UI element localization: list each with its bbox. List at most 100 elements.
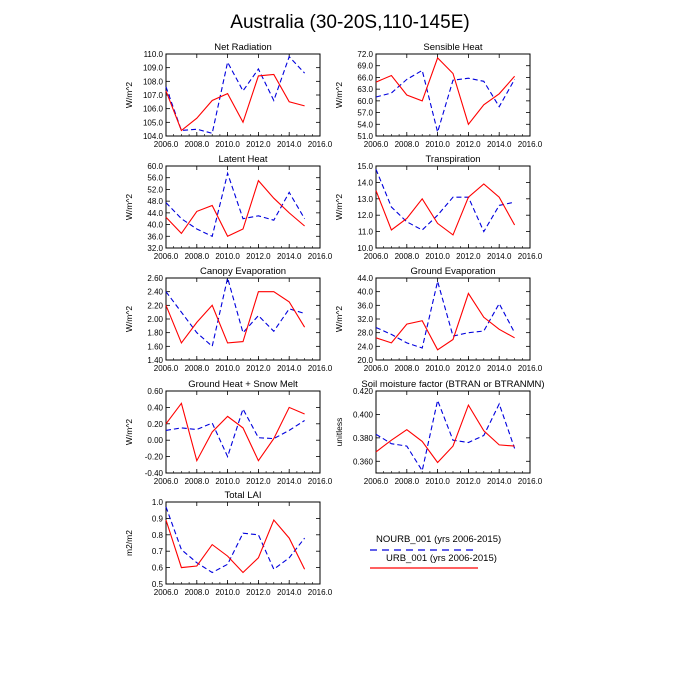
y-tick-label: 32.0 bbox=[147, 244, 163, 253]
x-tick-label: 2006.0 bbox=[364, 252, 389, 261]
series-line-nourb bbox=[375, 69, 516, 135]
y-tick-label: 32.0 bbox=[357, 315, 373, 324]
plot-frame bbox=[165, 277, 321, 361]
y-axis-label: W/m^2 bbox=[334, 82, 344, 108]
x-tick-label: 2008.0 bbox=[185, 252, 210, 261]
x-tick-label: 2016.0 bbox=[518, 364, 543, 373]
series-line-nourb bbox=[375, 398, 516, 473]
y-tick-label: 0.7 bbox=[152, 547, 164, 556]
x-tick-label: 2010.0 bbox=[425, 364, 450, 373]
y-tick-label: 52.0 bbox=[147, 185, 163, 194]
y-axis-label: W/m^2 bbox=[334, 306, 344, 332]
panel-title: Canopy Evaporation bbox=[200, 266, 286, 277]
x-tick-label: 2010.0 bbox=[425, 140, 450, 149]
chart-panel: Latent Heat W/m^2 2006.0 2008.0 2010.0 2012.0… bbox=[124, 154, 333, 261]
series-line-nourb bbox=[375, 169, 515, 233]
plot-frame bbox=[375, 390, 531, 474]
chart-panel: Soil moisture factor (BTRAN or BTRANMN) u… bbox=[334, 379, 545, 486]
x-tick-label: 2006.0 bbox=[154, 477, 179, 486]
y-tick-label: 15.0 bbox=[357, 162, 373, 171]
series-line-nourb bbox=[375, 281, 516, 349]
x-tick-label: 2006.0 bbox=[364, 477, 389, 486]
plot-frame bbox=[165, 165, 321, 249]
x-tick-label: 2014.0 bbox=[277, 588, 302, 597]
y-tick-label: 0.6 bbox=[152, 564, 164, 573]
y-axis-label: W/m^2 bbox=[124, 194, 134, 220]
series-line-urb bbox=[375, 183, 516, 236]
panel-title: Ground Heat + Snow Melt bbox=[188, 379, 298, 390]
x-tick-label: 2008.0 bbox=[185, 588, 210, 597]
chart-panels: Net Radiation W/m^2 2006.0 2008.0 2010.0 2012… bbox=[124, 42, 545, 597]
panel-title: Net Radiation bbox=[214, 42, 272, 53]
y-tick-label: 63.0 bbox=[357, 85, 373, 94]
x-tick-label: 2006.0 bbox=[364, 364, 389, 373]
x-tick-label: 2010.0 bbox=[215, 364, 240, 373]
chart-panel: Net Radiation W/m^2 2006.0 2008.0 2010.0 2012… bbox=[124, 42, 333, 149]
y-tick-label: 1.40 bbox=[147, 356, 163, 365]
x-tick-label: 2012.0 bbox=[246, 588, 271, 597]
x-tick-label: 2012.0 bbox=[246, 477, 271, 486]
y-axis-label: W/m^2 bbox=[334, 194, 344, 220]
y-tick-label: 36.0 bbox=[357, 301, 373, 310]
y-tick-label: 2.60 bbox=[147, 274, 163, 283]
y-tick-label: 1.0 bbox=[152, 498, 164, 507]
x-tick-label: 2012.0 bbox=[456, 140, 481, 149]
y-tick-label: 36.0 bbox=[147, 232, 163, 241]
x-tick-label: 2008.0 bbox=[395, 140, 420, 149]
y-tick-label: 0.420 bbox=[353, 387, 374, 396]
x-tick-label: 2008.0 bbox=[395, 364, 420, 373]
y-axis-label: unitless bbox=[334, 418, 344, 447]
y-tick-label: 10.0 bbox=[357, 244, 373, 253]
y-tick-label: 0.8 bbox=[152, 531, 164, 540]
y-tick-label: 2.40 bbox=[147, 288, 163, 297]
y-tick-label: 110.0 bbox=[144, 50, 164, 59]
x-tick-label: 2008.0 bbox=[395, 252, 420, 261]
x-tick-label: 2008.0 bbox=[185, 477, 210, 486]
x-tick-label: 2014.0 bbox=[487, 477, 512, 486]
chart-panel: Transpiration W/m^2 2006.0 2008.0 2010.0 2012… bbox=[334, 154, 543, 261]
y-tick-label: 107.0 bbox=[143, 91, 164, 100]
x-tick-label: 2012.0 bbox=[456, 477, 481, 486]
panel-title: Ground Evaporation bbox=[410, 266, 495, 277]
y-tick-label: 44.0 bbox=[357, 274, 373, 283]
chart-panel: Ground Evaporation W/m^2 2006.0 2008.0 2010.… bbox=[334, 266, 543, 373]
x-tick-label: 2016.0 bbox=[308, 140, 333, 149]
panel-title: Total LAI bbox=[225, 490, 262, 501]
panel-title: Transpiration bbox=[425, 154, 480, 165]
y-tick-label: 0.40 bbox=[147, 403, 163, 412]
y-tick-label: 66.0 bbox=[357, 73, 373, 82]
plot-frame bbox=[375, 277, 531, 361]
x-tick-label: 2010.0 bbox=[425, 477, 450, 486]
y-tick-label: 60.0 bbox=[357, 97, 373, 106]
y-tick-label: 28.0 bbox=[357, 329, 373, 338]
series-line-nourb bbox=[165, 55, 306, 134]
y-tick-label: 106.0 bbox=[143, 105, 164, 114]
plot-frame bbox=[165, 390, 321, 474]
x-tick-label: 2014.0 bbox=[277, 252, 302, 261]
series-line-urb bbox=[165, 179, 305, 238]
y-tick-label: 72.0 bbox=[357, 50, 373, 59]
x-tick-label: 2016.0 bbox=[518, 477, 543, 486]
x-tick-label: 2006.0 bbox=[154, 588, 179, 597]
x-tick-label: 2014.0 bbox=[277, 364, 302, 373]
x-tick-label: 2008.0 bbox=[395, 477, 420, 486]
y-tick-label: 11.0 bbox=[358, 228, 374, 237]
y-tick-label: 108.0 bbox=[143, 77, 164, 86]
legend-label-nourb: NOURB_001 (yrs 2006-2015) bbox=[376, 534, 501, 545]
x-tick-label: 2014.0 bbox=[487, 364, 512, 373]
x-tick-label: 2010.0 bbox=[215, 477, 240, 486]
y-tick-label: 0.60 bbox=[147, 387, 163, 396]
y-tick-label: 105.0 bbox=[143, 118, 164, 127]
y-axis-label: W/m^2 bbox=[124, 419, 134, 445]
legend: NOURB_001 (yrs 2006-2015) URB_001 (yrs 2… bbox=[370, 534, 501, 569]
x-tick-label: 2010.0 bbox=[215, 140, 240, 149]
y-tick-label: 0.380 bbox=[353, 434, 374, 443]
y-tick-label: 2.20 bbox=[147, 301, 163, 310]
y-tick-label: -0.40 bbox=[145, 469, 164, 478]
y-tick-label: 0.400 bbox=[353, 410, 374, 419]
y-tick-label: 24.0 bbox=[357, 342, 373, 351]
x-tick-label: 2016.0 bbox=[308, 477, 333, 486]
series-line-urb bbox=[375, 403, 515, 464]
chart-panel: Ground Heat + Snow Melt W/m^2 2006.0 2008.0… bbox=[124, 379, 333, 486]
